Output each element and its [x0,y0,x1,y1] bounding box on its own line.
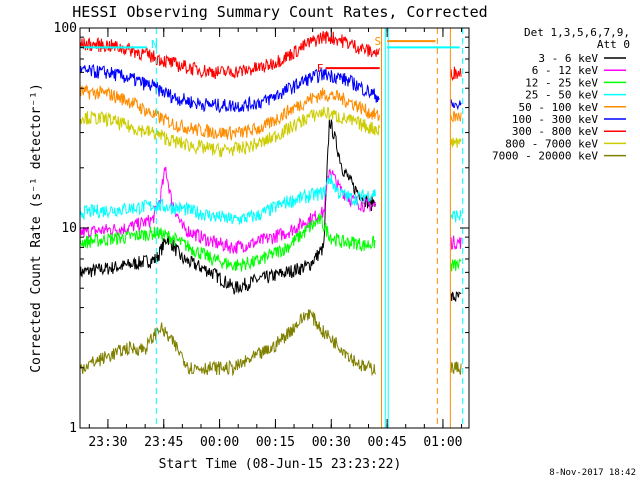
series-line [450,111,462,123]
series-line [449,209,462,223]
legend-label: 300 - 800 keV [512,125,598,138]
legend-label: 100 - 300 keV [512,113,598,126]
x-tick-label: 00:45 [368,435,407,450]
x-tick-label: 23:30 [88,435,127,450]
x-tick-label: 00:30 [312,435,351,450]
series-line [450,291,462,303]
legend-label: 25 - 50 keV [525,89,598,102]
series-line [449,235,462,250]
series-line [79,309,376,377]
x-tick-label: 00:15 [256,435,295,450]
legend-label: 7000 - 20000 keV [492,150,598,163]
legend-header: Det 1,3,5,6,7,9, [524,26,630,39]
x-tick-label: 23:45 [144,435,183,450]
series-line [79,63,380,113]
series-line [449,99,462,111]
flag-annotation: N [151,38,158,51]
legend-label: 6 - 12 keV [532,64,599,77]
series-line [450,257,462,272]
overlay-layer: N F S [79,28,464,428]
series-line [79,30,380,80]
flag-annotation: S [374,35,381,48]
series-line [449,66,462,82]
x-tick-label: 01:00 [423,435,462,450]
series-line [79,84,380,142]
legend-label: 50 - 100 keV [519,101,599,114]
y-tick-label: 1 [69,421,77,436]
legend-label: 3 - 6 keV [538,52,598,65]
footer-date: 8-Nov-2017 18:42 [549,468,636,478]
chart-title: HESSI Observing Summary Count Rates, Cor… [72,3,487,21]
y-axis-label: Corrected Count Rate (s⁻¹ detector⁻¹) [29,83,44,373]
y-tick-label: 10 [61,221,77,236]
series-line [79,166,376,254]
plot-frame [79,27,470,429]
y-tick-label: 100 [54,21,77,36]
series-line [79,212,376,272]
legend-label: 12 - 25 keV [525,76,598,89]
axes: 1 10 100 23:30 23:45 00:00 00:15 00:30 00:45 01:0… [54,21,470,450]
series-line [79,173,376,226]
legend-header: Att 0 [597,38,630,51]
series-line [79,106,380,158]
flag-annotation: F [317,62,324,75]
series-line [449,361,462,375]
series-line [79,119,376,295]
legend-label: 800 - 7000 keV [505,137,598,150]
series-layer [79,30,462,377]
x-tick-label: 00:00 [200,435,239,450]
x-axis-label: Start Time (08-Jun-15 23:23:22) [159,457,402,472]
series-line [449,137,462,148]
